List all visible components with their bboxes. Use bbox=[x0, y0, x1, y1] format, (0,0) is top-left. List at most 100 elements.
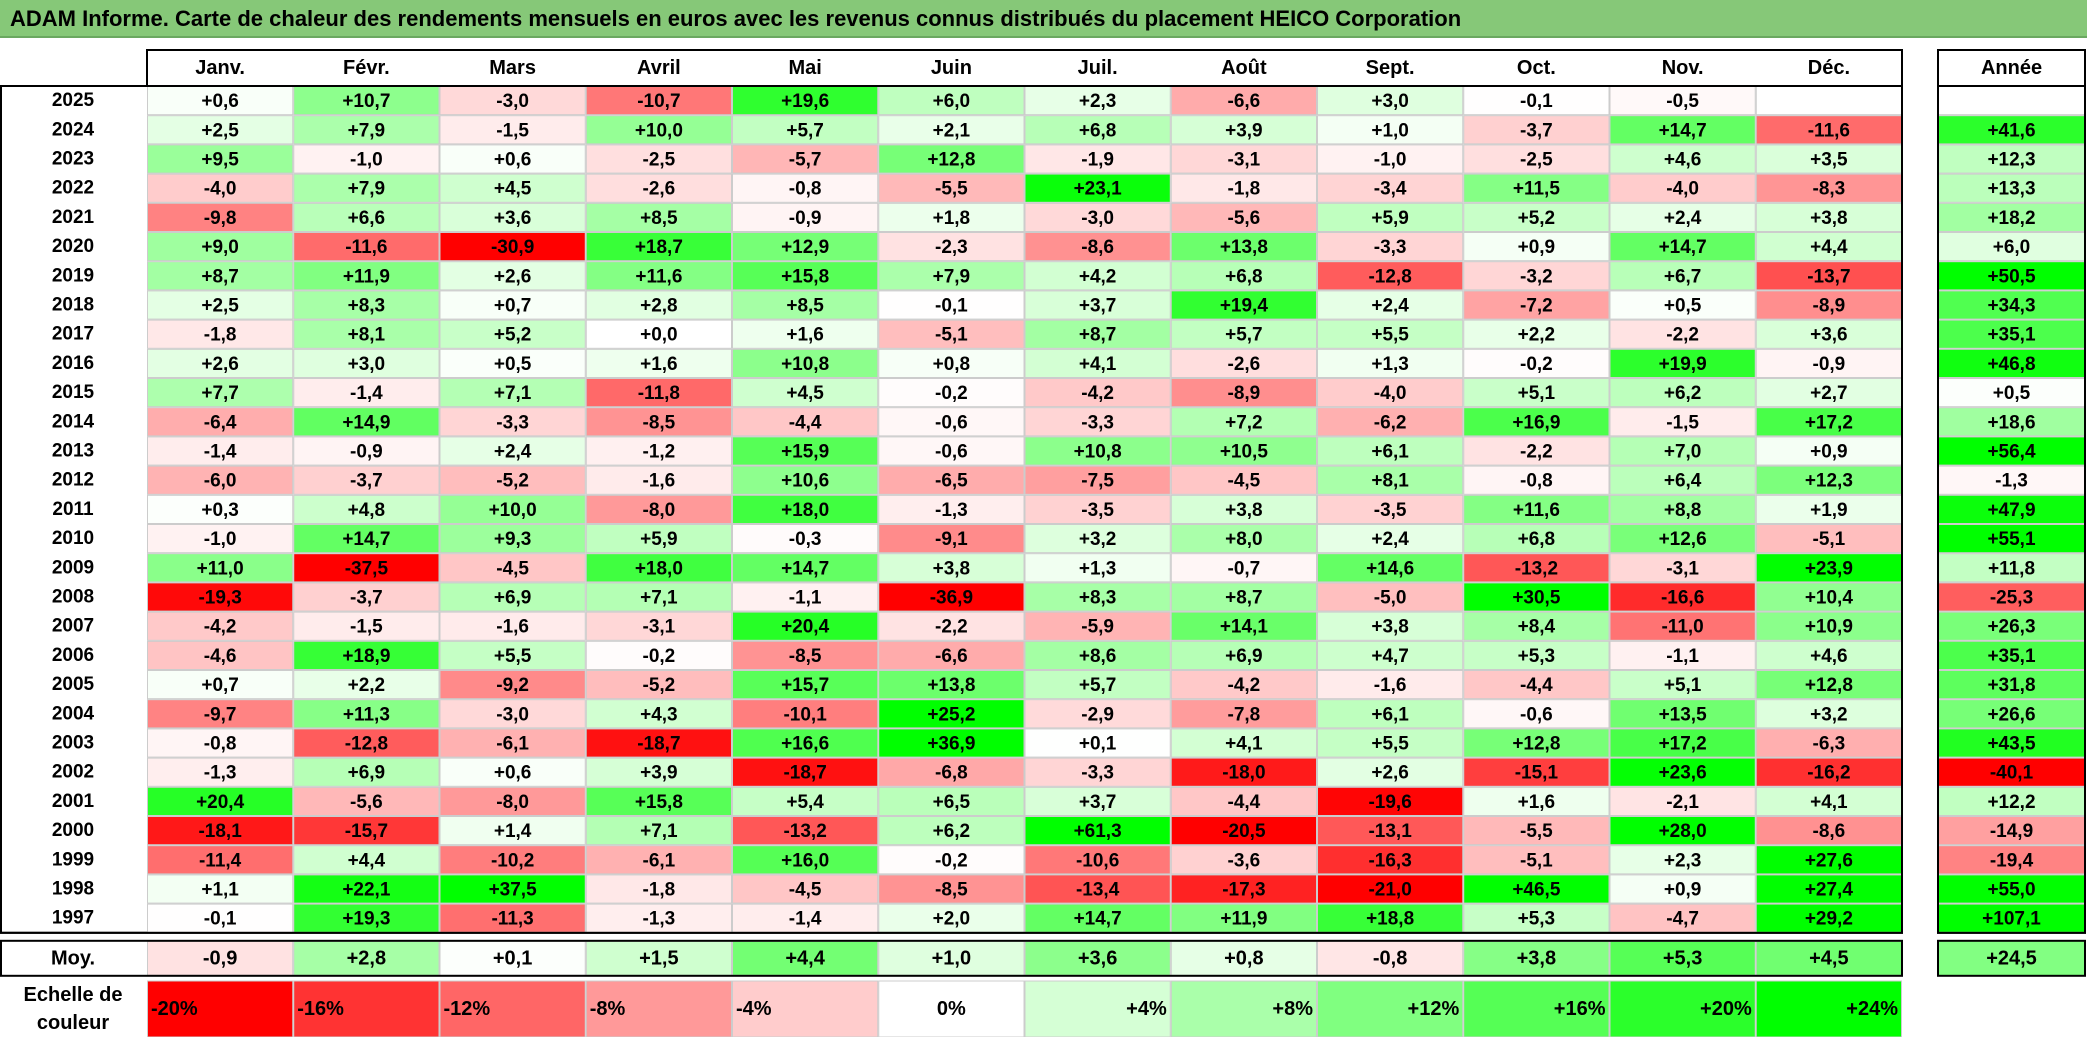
average-cell bbox=[732, 940, 879, 976]
cell-value: -9,1 bbox=[935, 529, 968, 550]
cell-value: +5,7 bbox=[1225, 325, 1263, 346]
heatmap-cell bbox=[878, 757, 1025, 787]
cell-value: +5,1 bbox=[1664, 675, 1702, 696]
heatmap-cell bbox=[1170, 465, 1317, 495]
heatmap-cell bbox=[439, 903, 586, 933]
cell-value: -1,5 bbox=[350, 617, 383, 638]
heatmap-cell bbox=[1317, 86, 1464, 116]
heatmap-cell bbox=[1317, 378, 1464, 408]
cell-value: -1,4 bbox=[789, 909, 822, 930]
year-label-2012: 2012 bbox=[52, 470, 94, 491]
cell-value: +3,8 bbox=[1371, 617, 1409, 638]
cell-value: +10,5 bbox=[1220, 442, 1269, 463]
heatmap-cell bbox=[585, 232, 732, 262]
heatmap-cell bbox=[439, 640, 586, 670]
annual-value: +55,0 bbox=[1987, 880, 2035, 901]
annual-value: +6,0 bbox=[1993, 237, 2031, 258]
cell-value: +0,7 bbox=[201, 675, 239, 696]
cell-value: +14,7 bbox=[1659, 237, 1707, 258]
heatmap-cell bbox=[732, 874, 879, 904]
heatmap-cell bbox=[1755, 290, 1902, 320]
cell-value: +1,6 bbox=[640, 354, 678, 375]
annual-cell bbox=[1938, 670, 2085, 700]
average-cell bbox=[1170, 940, 1317, 976]
heatmap-cell bbox=[1317, 524, 1464, 554]
year-label-2025: 2025 bbox=[52, 90, 95, 111]
cell-value: -5,2 bbox=[496, 471, 529, 492]
heatmap-cell bbox=[293, 319, 440, 349]
heatmap-cell bbox=[293, 670, 440, 700]
cell-value: -5,5 bbox=[935, 179, 968, 200]
heatmap-cell bbox=[1170, 290, 1317, 320]
heatmap-cell bbox=[1755, 319, 1902, 349]
cell-value: +1,8 bbox=[933, 208, 971, 229]
heatmap-cell bbox=[1317, 757, 1464, 787]
cell-value: -0,3 bbox=[789, 529, 822, 550]
heatmap-cell bbox=[878, 436, 1025, 466]
cell-value: +17,2 bbox=[1805, 412, 1853, 433]
heatmap-cell bbox=[1024, 436, 1171, 466]
heatmap-cell bbox=[1024, 319, 1171, 349]
heatmap-cell bbox=[1170, 261, 1317, 291]
annual-value: +26,3 bbox=[1987, 617, 2035, 638]
cell-value: +11,9 bbox=[1220, 909, 1267, 930]
cell-value: -1,0 bbox=[1374, 150, 1407, 171]
cell-value: -4,4 bbox=[1228, 792, 1261, 813]
scale-swatch bbox=[1755, 980, 1902, 1037]
cell-value: +7,2 bbox=[1225, 412, 1263, 433]
heatmap-cell bbox=[1755, 699, 1902, 729]
heatmap-cell bbox=[732, 903, 879, 933]
heatmap-cell bbox=[1609, 436, 1756, 466]
annual-value: -19,4 bbox=[1990, 850, 2034, 871]
cell-value: +25,2 bbox=[927, 704, 975, 725]
heatmap-cell bbox=[1024, 86, 1171, 116]
cell-value: +3,2 bbox=[1079, 529, 1117, 550]
heatmap-cell bbox=[1170, 553, 1317, 583]
cell-value: -0,9 bbox=[350, 442, 383, 463]
cell-value: -13,2 bbox=[783, 821, 826, 842]
heatmap-cell bbox=[147, 407, 294, 437]
heatmap-cell bbox=[1755, 845, 1902, 875]
heatmap-cell bbox=[1317, 436, 1464, 466]
scale-step-label: -16% bbox=[297, 998, 344, 1020]
cell-value: -15,1 bbox=[1515, 763, 1559, 784]
heatmap-cell bbox=[147, 524, 294, 554]
cell-value: +8,7 bbox=[1225, 588, 1263, 609]
cell-value: +61,3 bbox=[1074, 821, 1122, 842]
scale-swatch bbox=[1463, 980, 1610, 1037]
cell-value: -4,0 bbox=[204, 179, 237, 200]
heatmap-cell bbox=[147, 874, 294, 904]
scale-swatch bbox=[1170, 980, 1317, 1037]
heatmap-cell bbox=[878, 553, 1025, 583]
cell-value: +2,3 bbox=[1079, 91, 1117, 112]
cell-value: +0,9 bbox=[1810, 442, 1848, 463]
heatmap-cell bbox=[293, 436, 440, 466]
cell-value: +12,8 bbox=[1805, 675, 1853, 696]
heatmap-cell bbox=[293, 261, 440, 291]
heatmap-cell bbox=[147, 202, 294, 233]
cell-value: +0,9 bbox=[1518, 237, 1556, 258]
heatmap-cell bbox=[293, 611, 440, 641]
cell-value: -2,9 bbox=[1081, 704, 1114, 725]
heatmap-cell bbox=[1170, 319, 1317, 349]
heatmap-cell bbox=[1317, 173, 1464, 203]
heatmap-cell bbox=[147, 699, 294, 729]
heatmap-cell bbox=[878, 640, 1025, 670]
month-header-6: Juin bbox=[931, 57, 972, 79]
heatmap-cell bbox=[1609, 903, 1756, 933]
cell-value: -12,8 bbox=[345, 734, 388, 755]
annual-value: +43,5 bbox=[1987, 734, 2036, 755]
year-label-1997: 1997 bbox=[52, 908, 94, 929]
cell-value: +5,2 bbox=[1518, 208, 1556, 229]
cell-value: +14,7 bbox=[342, 529, 390, 550]
heatmap-cell bbox=[293, 202, 440, 233]
heatmap-cell bbox=[293, 524, 440, 554]
heatmap-cell bbox=[1755, 786, 1902, 816]
heatmap-cell bbox=[1609, 202, 1756, 233]
heatmap-cell bbox=[293, 640, 440, 670]
heatmap-cell bbox=[1609, 553, 1756, 583]
cell-value: -1,6 bbox=[1374, 675, 1407, 696]
cell-value: +13,8 bbox=[1220, 237, 1268, 258]
cell-value: -11,6 bbox=[1808, 120, 1850, 141]
